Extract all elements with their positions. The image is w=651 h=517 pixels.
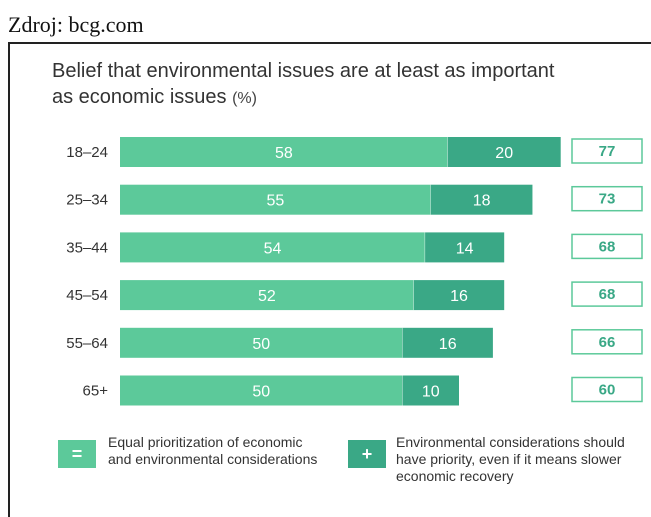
bar-value-label: 50	[252, 336, 270, 353]
total-box	[571, 138, 643, 164]
bar-segment	[120, 375, 403, 406]
category-label: 18–24	[66, 144, 108, 161]
bar-value-label: 14	[456, 240, 474, 257]
bar-segment	[402, 375, 459, 406]
bar-segment	[120, 137, 448, 167]
legend-priority-swatch: +	[348, 440, 386, 468]
bar-value-label: 52	[258, 288, 276, 305]
total-value-label: 66	[599, 334, 616, 351]
bar-value-label: 20	[495, 145, 513, 162]
bar-segment	[120, 232, 426, 263]
total-box	[571, 281, 643, 307]
chart-frame	[8, 42, 651, 517]
total-value-label: 60	[599, 382, 616, 399]
chart-title-text: Belief that environmental issues are at …	[52, 60, 555, 108]
bar-value-label: 16	[439, 336, 457, 353]
chart-title: Belief that environmental issues are at …	[52, 58, 572, 112]
chart-title-unit: (%)	[232, 90, 257, 107]
category-label: 65+	[83, 383, 109, 400]
legend-priority-label: Environmental considerations should have…	[396, 434, 625, 484]
bar-segment	[402, 327, 493, 358]
legend-priority-symbol: +	[361, 443, 373, 464]
category-label: 25–34	[66, 192, 108, 209]
legend-equal-swatch: =	[58, 440, 96, 468]
bar-value-label: 18	[473, 193, 491, 210]
total-box	[571, 329, 643, 355]
source-label: Zdroj: bcg.com	[8, 12, 144, 37]
total-box	[571, 185, 643, 212]
bar-value-label: 50	[252, 384, 270, 401]
legend-equal-label: Equal prioritization of economic and env…	[108, 434, 318, 467]
bar-segment	[425, 232, 505, 263]
bar-segment	[430, 184, 533, 215]
bar-value-label: 10	[422, 384, 440, 401]
bar-value-label: 58	[275, 145, 293, 162]
total-value-label: 77	[599, 143, 616, 160]
bar-segment	[120, 327, 403, 358]
total-box	[571, 376, 643, 403]
category-label: 35–44	[66, 239, 108, 256]
legend-equal-symbol: =	[71, 443, 83, 464]
bar-segment	[120, 184, 431, 215]
total-value-label: 68	[599, 238, 616, 255]
category-label: 55–64	[66, 335, 108, 352]
category-label: 45–54	[66, 287, 108, 304]
bar-segment	[413, 280, 505, 311]
bar-segment	[447, 137, 561, 167]
total-value-label: 73	[599, 191, 616, 208]
total-value-label: 68	[599, 286, 616, 303]
bar-value-label: 54	[264, 240, 282, 257]
bar-segment	[120, 280, 414, 311]
bar-value-label: 16	[450, 288, 468, 305]
bar-value-label: 55	[266, 193, 284, 210]
total-box	[571, 233, 643, 260]
